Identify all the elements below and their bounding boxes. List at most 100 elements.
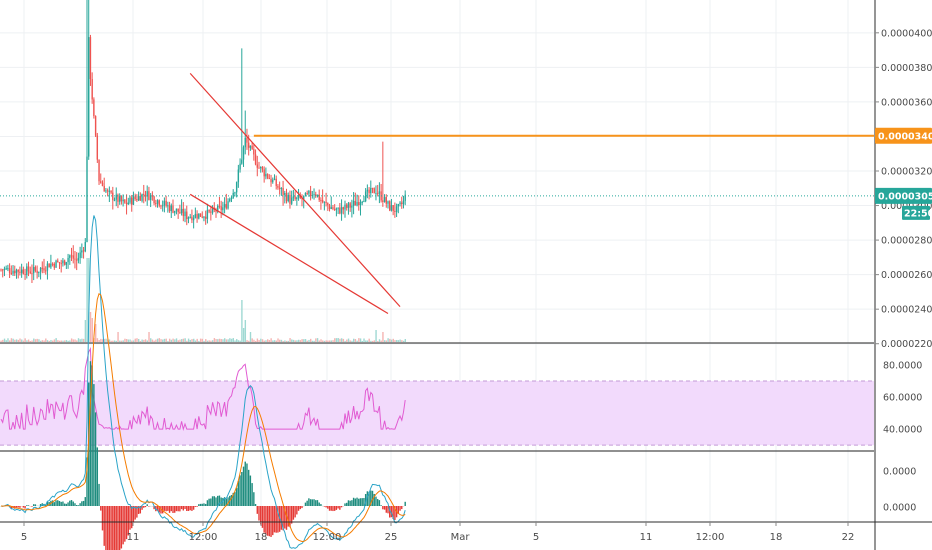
volume-bar [227, 339, 229, 342]
candle-body [139, 196, 142, 201]
macd-hist-bar [177, 506, 179, 512]
candle-body [58, 262, 61, 264]
volume-bar [26, 340, 28, 342]
macd-hist-bar [58, 501, 61, 506]
time-tick-label: 5 [533, 532, 539, 543]
macd-hist-bar [75, 505, 78, 506]
candle-body [323, 201, 326, 203]
volume-bar [368, 338, 370, 342]
volume-bar [160, 339, 162, 342]
macd-hist-bar [327, 506, 329, 509]
grid-lines [0, 0, 874, 522]
volume-bar [19, 338, 21, 342]
macd-hist-bar [385, 506, 387, 513]
candle-body [395, 206, 398, 213]
macd-hist-bar [161, 506, 164, 514]
candle-body [390, 205, 393, 211]
price-pane[interactable] [0, 0, 874, 342]
time-axis[interactable]: 5 11 12:00 18 12:00 25 Mar 5 11 12:00 18 22 [0, 521, 932, 543]
candle-body [363, 201, 365, 203]
time-tick-label: 12:00 [313, 532, 342, 543]
candle-body [189, 216, 191, 218]
volume-bar [156, 338, 159, 342]
macd-hist-bar [247, 469, 250, 506]
volume-bar [50, 339, 52, 342]
candle-body [17, 269, 19, 272]
candle-body [277, 185, 279, 188]
candle-body [170, 205, 172, 212]
macd-hist-bar [351, 500, 353, 506]
volume-bar [81, 338, 83, 342]
macd-hist-bar [74, 503, 76, 506]
candle-body [256, 164, 258, 168]
candle-body [333, 208, 336, 210]
macd-hist-bar [106, 506, 109, 550]
candle-body [204, 216, 207, 219]
volume-bar [45, 338, 47, 342]
candle-body [309, 190, 312, 197]
volume-bar [125, 339, 128, 342]
macd-hist-bar [186, 506, 188, 511]
volume-bar [158, 338, 161, 342]
candle-body [120, 196, 123, 202]
macd-hist-bar [70, 500, 73, 506]
candle-body [254, 154, 257, 165]
volume-bar [389, 338, 391, 342]
candle-body [15, 269, 18, 274]
volume-bar [70, 338, 73, 342]
volume-bar [150, 338, 152, 342]
volume-bar [279, 339, 281, 342]
candle-body [14, 270, 16, 274]
volume-bar [220, 339, 222, 342]
macd-hist-bar [354, 498, 357, 506]
macd-hist-bar [313, 499, 315, 506]
macd-hist-bar [359, 498, 362, 506]
volume-bar [193, 338, 195, 342]
candle-body [246, 137, 248, 143]
price-axis[interactable]: 0.000040000.000038000.000036000.00003400… [874, 0, 932, 550]
macd-hist-bar [26, 505, 28, 506]
candle-body [153, 196, 155, 204]
macd-hist-bar [389, 506, 391, 518]
candle-body [306, 192, 308, 194]
volume-bar [267, 339, 269, 342]
macd-hist-bar [192, 506, 195, 510]
candle-body [94, 116, 97, 136]
candle-body [167, 205, 169, 207]
macd-hist-bar [227, 497, 229, 506]
candle-body [383, 197, 386, 202]
candle-body [177, 208, 179, 213]
volume-bar [39, 340, 42, 342]
macd-hist-bar [230, 494, 233, 506]
volume-bar [132, 340, 135, 342]
candle-body [22, 269, 25, 275]
rsi-tick-label: 80.0000 [883, 360, 922, 371]
volume-bar [57, 340, 59, 342]
volume-bar [318, 340, 320, 342]
macd-hist-bar [335, 506, 338, 510]
macd-hist-bar [84, 497, 86, 506]
candle-body [227, 201, 229, 209]
candle-body [148, 191, 150, 201]
rsi-pane[interactable] [0, 346, 874, 446]
macd-hist-bar [239, 475, 241, 506]
volume-bar [105, 338, 107, 342]
volume-bar [361, 340, 363, 342]
volume-bar [289, 338, 291, 342]
volume-bar [265, 340, 267, 342]
candle-body [57, 260, 59, 263]
candle-body [342, 207, 344, 210]
macd-hist-bar [223, 497, 226, 506]
candle-body [2, 269, 4, 271]
candle-body [315, 194, 317, 197]
volume-bar [242, 328, 245, 342]
macd-pane[interactable] [0, 215, 406, 550]
volume-bar [53, 339, 56, 342]
candle-body [10, 272, 13, 274]
macd-hist-bar [65, 503, 68, 506]
macd-hist-bar [144, 506, 147, 508]
candle-body [158, 200, 160, 206]
candle-body [191, 216, 193, 221]
macd-hist-bar [141, 506, 143, 510]
